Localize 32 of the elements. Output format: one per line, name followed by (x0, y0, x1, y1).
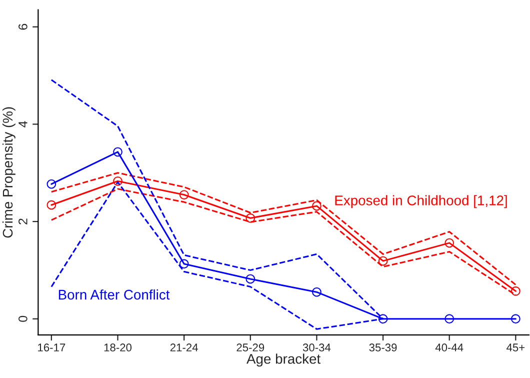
point (246, 213, 256, 223)
series-label: Exposed in Childhood [1,12] (335, 195, 507, 208)
point (510, 286, 520, 296)
point (312, 201, 322, 211)
point (113, 176, 122, 186)
point (113, 147, 122, 157)
y-tick-label: 2 (18, 218, 28, 224)
point (46, 179, 56, 189)
y-tick-label: 4 (18, 121, 28, 128)
point (46, 200, 56, 210)
x-tick-label: 21-24 (170, 344, 198, 352)
y-tick-label: 6 (18, 24, 28, 30)
x-tick-label: 45+ (506, 344, 525, 352)
point (179, 259, 189, 269)
point (444, 238, 454, 248)
x-tick-label: 30-34 (302, 344, 331, 352)
x-tick-label: 35-39 (369, 344, 397, 352)
y-tick-label: 0 (18, 316, 28, 322)
y-axis-title: Crime Propensity (%) (2, 107, 16, 238)
point (378, 256, 388, 266)
x-tick-label: 18-20 (104, 344, 132, 352)
point (510, 314, 520, 324)
x-tick-label: 40-44 (435, 344, 464, 352)
x-axis-title: Age bracket (246, 354, 321, 367)
point (312, 287, 322, 297)
point (378, 314, 388, 324)
x-tick-label: 25-29 (236, 344, 264, 352)
series-label: Born After Conflict (58, 289, 170, 300)
point (246, 274, 256, 284)
x-tick-label: 16-17 (38, 344, 66, 352)
point (444, 314, 454, 324)
point (179, 190, 189, 200)
